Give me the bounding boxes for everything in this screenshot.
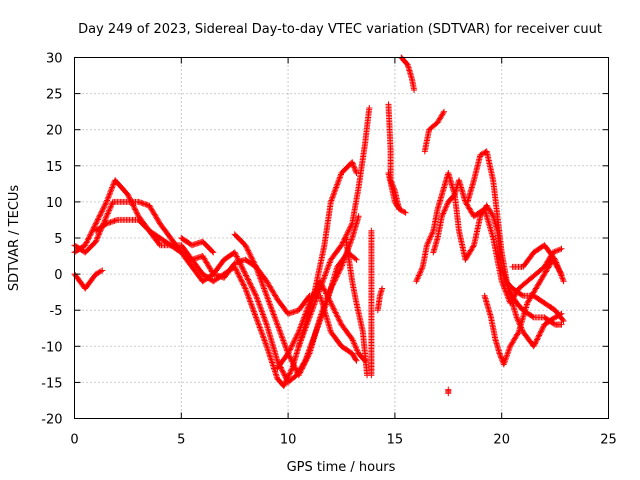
marker-trail	[368, 227, 375, 379]
marker-trail	[398, 54, 418, 93]
marker-trail	[509, 242, 567, 285]
marker-trail	[71, 267, 106, 292]
marker-trail	[421, 108, 447, 155]
marker-trail	[445, 386, 452, 397]
x-axis-label: GPS time / hours	[287, 460, 396, 475]
series-arc-v	[445, 386, 452, 397]
y-tick-label: -15	[41, 376, 62, 391]
x-tick-label: 25	[600, 433, 617, 448]
marker-trail	[374, 285, 386, 314]
y-tick-label: 10	[46, 196, 63, 211]
series-arc-u	[509, 242, 567, 285]
series-arc-m	[398, 54, 418, 93]
series-arc-t	[503, 278, 567, 324]
y-tick-label: -20	[41, 413, 62, 428]
series-arc-r	[464, 148, 565, 350]
y-tick-label: -10	[41, 340, 62, 355]
x-tick-label: 15	[387, 433, 404, 448]
series-arc-e	[178, 235, 217, 256]
marker-trail	[503, 278, 567, 324]
marker-trail	[178, 235, 217, 256]
y-tick-labels: -20 -15 -10 -5 0 5 10 15 20 25 30	[41, 52, 62, 428]
axis-ticks	[74, 57, 609, 419]
x-tick-label: 5	[177, 433, 185, 448]
series-arc-j	[368, 227, 375, 379]
series-arc-g	[274, 278, 368, 371]
marker-trail	[342, 235, 371, 379]
data-points	[71, 54, 567, 397]
grid-lines	[74, 57, 609, 419]
x-tick-label: 10	[280, 433, 297, 448]
series-arc-k	[374, 285, 386, 314]
series-arc-h	[295, 105, 373, 350]
marker-trail	[274, 278, 368, 371]
series-arc-p	[421, 108, 447, 155]
marker-trail	[295, 105, 373, 350]
y-tick-label: 25	[46, 88, 63, 103]
series-arc-n	[385, 170, 403, 213]
y-tick-label: 20	[46, 124, 63, 139]
marker-trail	[464, 148, 565, 350]
x-tick-labels: 0 5 10 15 20 25	[70, 433, 616, 448]
chart-title: Day 249 of 2023, Sidereal Day-to-day VTE…	[78, 22, 602, 37]
series-arc-s	[481, 256, 565, 368]
marker-trail	[481, 256, 565, 368]
series-arc-i	[342, 235, 371, 379]
y-tick-label: 0	[54, 268, 62, 283]
x-tick-label: 0	[70, 433, 78, 448]
y-tick-label: -5	[50, 304, 63, 319]
x-tick-label: 20	[493, 433, 510, 448]
y-tick-label: 30	[46, 52, 63, 67]
marker-trail	[385, 170, 403, 213]
series-arc-c	[71, 267, 106, 292]
y-tick-label: 15	[46, 160, 63, 175]
y-tick-label: 5	[54, 232, 62, 247]
y-axis-label: SDTVAR / TECUs	[7, 185, 22, 292]
